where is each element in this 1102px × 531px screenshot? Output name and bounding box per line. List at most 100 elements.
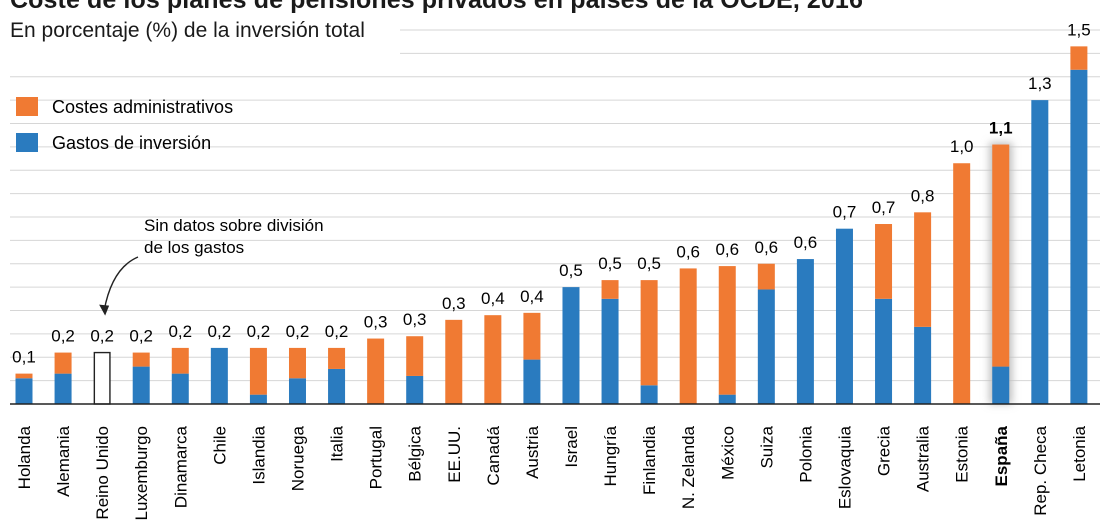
category-label: Holanda [15, 425, 34, 489]
value-label: 0,3 [442, 294, 466, 313]
legend-label-invest: Gastos de inversión [52, 133, 211, 153]
value-label: 0,8 [911, 186, 935, 205]
bar-segment-admin [875, 224, 893, 299]
bar-segment-admin [601, 280, 619, 299]
category-label: Islandia [249, 425, 268, 484]
chart-title: Coste de los planes de pensiones privado… [10, 0, 863, 14]
bars [15, 46, 1088, 405]
category-label: Polonia [796, 425, 815, 482]
bar-segment-admin [679, 268, 697, 404]
value-label: 0,7 [872, 198, 896, 217]
category-label: Eslovaquia [835, 425, 854, 509]
bar-segment-admin [367, 338, 385, 404]
value-label: 0,6 [676, 242, 700, 261]
bar-segment-invest [210, 347, 228, 404]
bar-segment-invest [406, 375, 424, 404]
category-label: Grecia [875, 425, 894, 476]
bar-segment-admin [914, 212, 932, 327]
bar-segment-invest [875, 298, 893, 404]
bar-segment-admin [640, 280, 658, 386]
category-label: Austria [523, 425, 542, 478]
value-label: 0,1 [12, 348, 36, 367]
value-label: 0,2 [286, 322, 310, 341]
value-label: 0,5 [598, 254, 622, 273]
bar-segment-admin [406, 336, 424, 376]
bar-segment-invest [523, 359, 541, 404]
value-label: 0,2 [208, 322, 232, 341]
bar-segment-invest [640, 385, 658, 404]
value-label: 0,5 [637, 254, 661, 273]
bar-segment-admin [523, 312, 541, 360]
annotation-text-line-1: Sin datos sobre división [144, 216, 324, 235]
bar-segment-admin [171, 347, 189, 374]
value-labels: 0,1 0,2 0,2 0,2 0,2 0,2 0,2 0,2 0,2 0,3 0,3 0,3 0,4 0… [12, 20, 1091, 366]
bar-segment-invest [796, 259, 814, 404]
category-label: Estonia [953, 425, 972, 482]
category-label: Reino Unido [93, 426, 112, 520]
bar-no-split [93, 351, 111, 405]
category-label: Luxemburgo [132, 426, 151, 521]
legend-swatch-admin [16, 97, 38, 116]
value-label: 0,2 [51, 327, 75, 346]
bar-segment-invest [1070, 69, 1088, 405]
bar-segment-invest [718, 394, 736, 404]
bar-segment-invest [54, 373, 72, 404]
bar-segment-admin [288, 347, 306, 379]
category-labels: Holanda Alemania Reino Unido Luxemburgo Dina… [15, 425, 1089, 520]
value-label: 0,4 [520, 287, 544, 306]
bar-segment-invest [601, 298, 619, 404]
value-label: 0,6 [755, 238, 779, 257]
value-label: 0,4 [481, 289, 505, 308]
bar-segment-invest [15, 378, 33, 404]
chart-subtitle: En porcentaje (%) de la inversión total [10, 19, 365, 42]
bar-segment-admin [15, 373, 33, 379]
value-label: 1,0 [950, 137, 974, 156]
category-label: Hungría [601, 425, 620, 486]
bar-segment-invest [132, 366, 150, 404]
bar-segment-invest [288, 378, 306, 404]
annotation-arrow [103, 256, 139, 311]
category-label: México [718, 426, 737, 480]
category-label: N. Zelanda [679, 425, 698, 509]
bar-segment-invest [1031, 100, 1049, 404]
annotation-arrowhead [99, 304, 110, 316]
bar-segment-admin [484, 315, 502, 404]
legend-label-admin: Costes administrativos [52, 97, 233, 117]
bar-segment-admin [718, 266, 736, 395]
bar-segment-invest [992, 366, 1010, 404]
bar-segment-admin [953, 163, 971, 404]
category-label: EE.UU. [445, 426, 464, 483]
category-label: Noruega [288, 425, 307, 491]
bar-segment-admin [132, 352, 150, 367]
value-label: 1,3 [1028, 74, 1052, 93]
category-label: España [992, 425, 1011, 486]
bar-segment-admin [757, 263, 775, 290]
value-label: 0,2 [168, 322, 192, 341]
annotation-text-line-2: de los gastos [144, 238, 244, 257]
category-label: Letonia [1070, 425, 1089, 481]
value-label: 0,5 [559, 261, 583, 280]
value-label: 0,3 [403, 310, 427, 329]
value-label: 1,1 [989, 119, 1013, 138]
category-label: Bélgica [406, 425, 425, 481]
bar-segment-invest [835, 228, 853, 404]
category-label: Suiza [757, 425, 776, 468]
category-label: Australia [914, 425, 933, 492]
value-label: 0,2 [90, 327, 114, 346]
bar-segment-admin [992, 144, 1010, 367]
legend-swatch-invest [16, 133, 38, 152]
value-label: 0,6 [715, 240, 739, 259]
value-label: 0,3 [364, 313, 388, 332]
category-label: Portugal [367, 426, 386, 489]
value-label: 0,2 [129, 327, 153, 346]
value-label: 1,5 [1067, 20, 1091, 39]
annotation-no-split: Sin datos sobre división de los gastos [99, 216, 324, 316]
category-label: Rep. Checa [1031, 425, 1050, 515]
value-label: 0,7 [833, 203, 857, 222]
category-label: Chile [210, 426, 229, 465]
bar-segment-invest [914, 326, 932, 404]
bar-segment-admin [328, 347, 346, 369]
value-label: 0,2 [247, 322, 271, 341]
value-label: 0,6 [794, 233, 818, 252]
